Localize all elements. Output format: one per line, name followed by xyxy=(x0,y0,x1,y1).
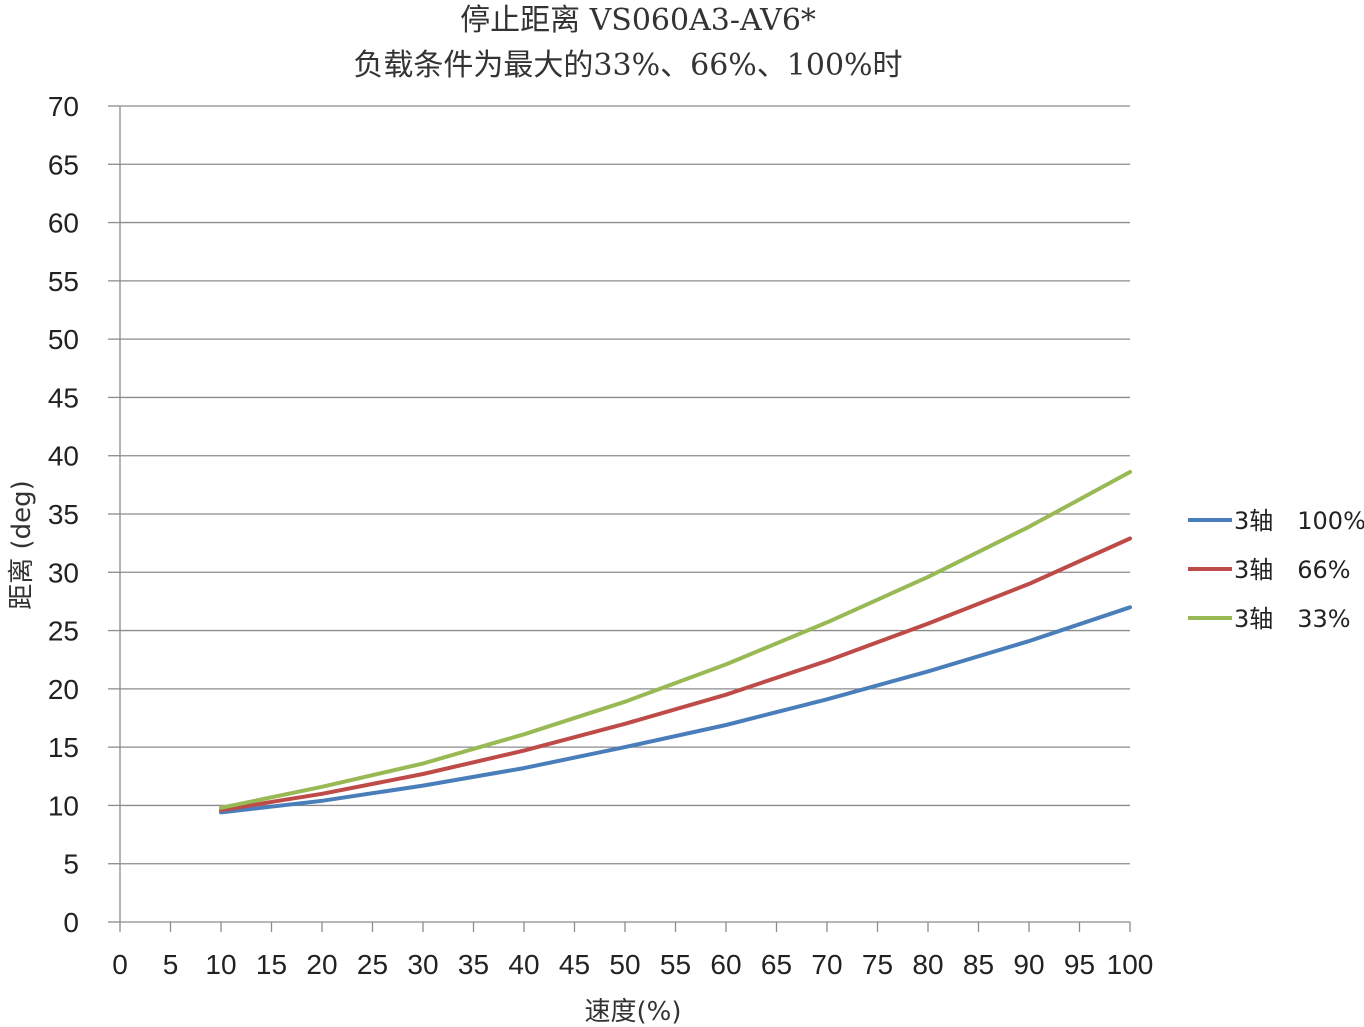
y-tick-label: 35 xyxy=(48,499,79,530)
y-tick-label: 65 xyxy=(48,149,79,180)
x-tick-label: 10 xyxy=(205,949,236,980)
y-tick-label: 45 xyxy=(48,382,79,413)
y-tick-label: 0 xyxy=(63,907,79,938)
x-tick-label: 75 xyxy=(862,949,893,980)
series-line xyxy=(219,536,1132,813)
y-tick-labels: 0 5 10 15 20 25 30 35 40 45 50 55 60 65 70 xyxy=(48,91,79,938)
series-line xyxy=(219,605,1132,815)
x-tick-label: 55 xyxy=(660,949,691,980)
y-tick-label: 40 xyxy=(48,441,79,472)
x-tick-label: 90 xyxy=(1013,949,1044,980)
legend-label: 3轴 66% xyxy=(1234,556,1351,584)
y-tick-label: 20 xyxy=(48,674,79,705)
x-tick-labels: 0 5 10 15 20 25 30 35 40 45 50 55 60 65 70 75 80 85 90 95 10… xyxy=(112,949,1153,980)
x-tick-label: 85 xyxy=(963,949,994,980)
x-tick-label: 40 xyxy=(508,949,539,980)
y-axis-title: 距离 (deg) xyxy=(7,480,37,610)
x-tick-label: 35 xyxy=(458,949,489,980)
x-tick-label: 80 xyxy=(912,949,943,980)
y-tick-label: 30 xyxy=(48,557,79,588)
legend-label: 3轴 33% xyxy=(1234,605,1351,633)
chart-subtitle: 负载条件为最大的33%、66%、100%时 xyxy=(353,48,902,83)
series-lines xyxy=(219,470,1132,815)
x-tick-label: 50 xyxy=(609,949,640,980)
y-tick-label: 70 xyxy=(48,91,79,122)
x-tick-label: 65 xyxy=(761,949,792,980)
x-axis-title: 速度(%) xyxy=(585,997,682,1027)
x-tick-label: 100 xyxy=(1107,949,1154,980)
x-tick-label: 45 xyxy=(559,949,590,980)
x-tick-label: 30 xyxy=(407,949,438,980)
legend: 3轴 100% 3轴 66% 3轴 33% xyxy=(1188,507,1364,633)
legend-label: 3轴 100% xyxy=(1234,507,1364,535)
x-tick-label: 70 xyxy=(811,949,842,980)
y-tick-label: 5 xyxy=(63,849,79,880)
series-line xyxy=(219,470,1132,810)
x-tick-label: 0 xyxy=(112,949,128,980)
chart-title: 停止距离 VS060A3-AV6* xyxy=(460,3,816,38)
x-tick-label: 95 xyxy=(1064,949,1095,980)
y-tick-label: 25 xyxy=(48,616,79,647)
y-tick-label: 55 xyxy=(48,266,79,297)
y-tick-label: 60 xyxy=(48,208,79,239)
x-tick-label: 20 xyxy=(306,949,337,980)
gridlines xyxy=(120,105,1130,865)
x-tick-label: 5 xyxy=(163,949,179,980)
axes xyxy=(108,105,1131,932)
x-tick-label: 15 xyxy=(256,949,287,980)
y-tick-label: 10 xyxy=(48,790,79,821)
y-tick-label: 15 xyxy=(48,732,79,763)
x-tick-label: 25 xyxy=(357,949,388,980)
y-tick-label: 50 xyxy=(48,324,79,355)
x-tick-label: 60 xyxy=(710,949,741,980)
